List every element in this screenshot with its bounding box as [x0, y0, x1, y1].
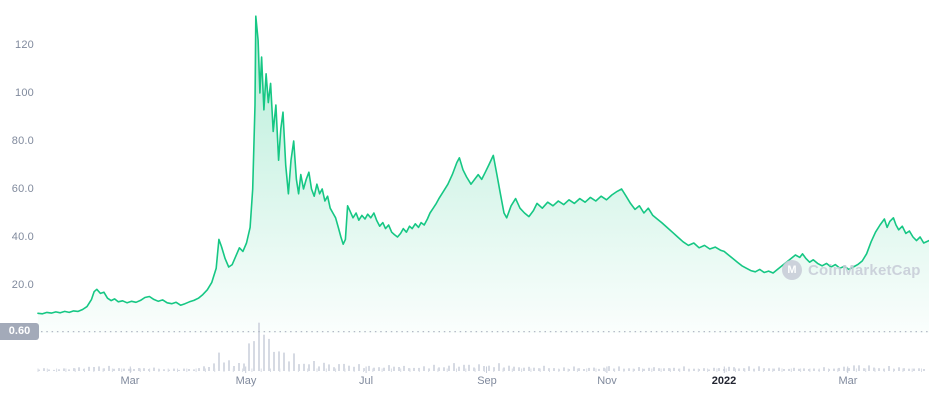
y-axis-tick: 60.0 — [11, 183, 34, 195]
x-axis-tick: Mar — [120, 375, 140, 387]
y-axis-tick: 20.0 — [11, 279, 34, 291]
volume-bars — [38, 322, 925, 371]
baseline-price-badge: 0.60 — [0, 323, 39, 340]
y-axis-tick: 100 — [15, 87, 34, 99]
x-axis-tick: 2022 — [711, 375, 737, 387]
x-axis-minor-ticks — [37, 368, 922, 372]
x-axis-major-ticks — [129, 366, 849, 373]
x-axis-tick: Nov — [597, 375, 617, 387]
y-axis-tick: 40.0 — [11, 231, 34, 243]
x-axis-tick: Mar — [838, 375, 858, 387]
y-axis-tick: 80.0 — [11, 135, 34, 147]
price-line — [37, 15, 929, 315]
price-area — [38, 16, 929, 333]
x-axis-tick: May — [235, 375, 257, 387]
y-axis-tick: 120 — [15, 39, 34, 51]
x-axis-tick: Sep — [477, 375, 497, 387]
x-axis-tick: Jul — [358, 375, 374, 387]
